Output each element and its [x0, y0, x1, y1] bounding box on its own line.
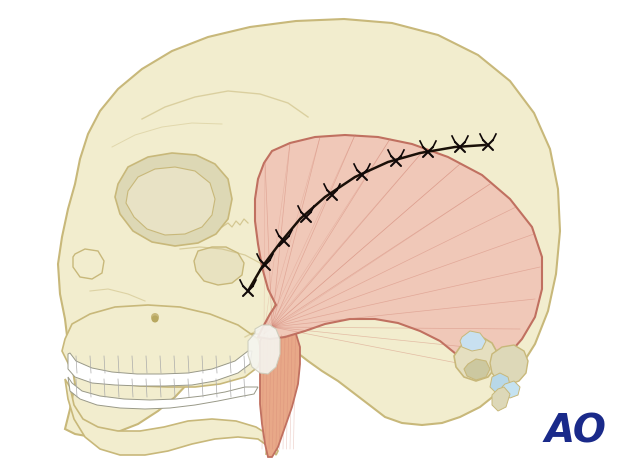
Polygon shape: [502, 381, 520, 398]
Polygon shape: [260, 325, 300, 457]
Polygon shape: [68, 351, 252, 386]
Polygon shape: [255, 136, 542, 375]
Polygon shape: [115, 154, 232, 246]
Text: AO: AO: [544, 412, 606, 450]
Circle shape: [151, 316, 159, 323]
Polygon shape: [62, 305, 262, 387]
Polygon shape: [73, 249, 104, 280]
Polygon shape: [490, 373, 510, 393]
Polygon shape: [248, 325, 280, 374]
Polygon shape: [68, 377, 258, 409]
Polygon shape: [492, 387, 510, 411]
Polygon shape: [460, 331, 486, 351]
Polygon shape: [126, 168, 215, 235]
Polygon shape: [464, 359, 490, 380]
Polygon shape: [65, 379, 278, 455]
Polygon shape: [58, 20, 560, 437]
Circle shape: [151, 313, 159, 321]
Polygon shape: [490, 345, 528, 385]
Polygon shape: [454, 337, 498, 381]
Polygon shape: [266, 299, 284, 335]
Polygon shape: [194, 247, 244, 285]
Polygon shape: [258, 325, 295, 454]
